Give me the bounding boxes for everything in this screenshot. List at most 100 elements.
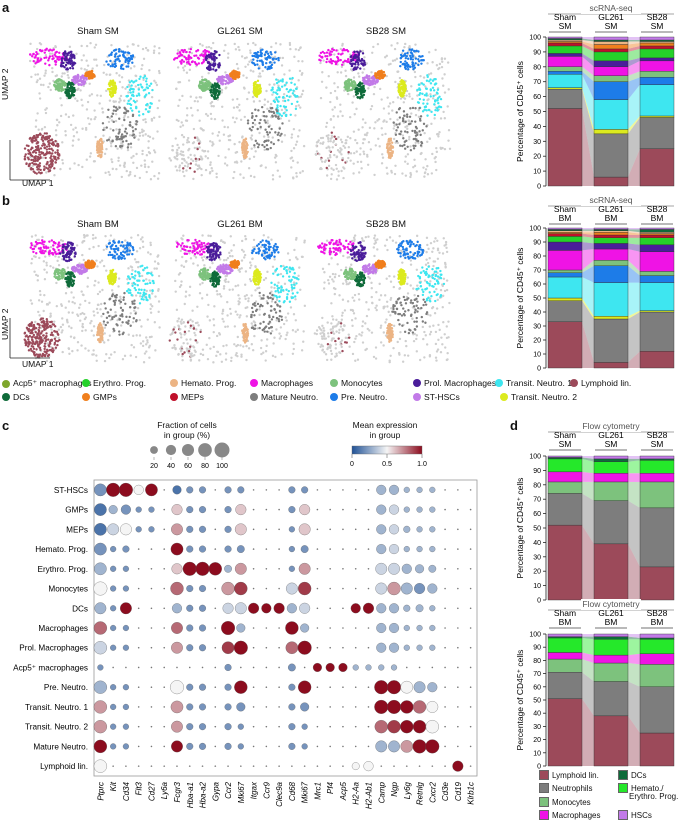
dotplot-dot-14-12 [252,765,255,767]
dotplot-dot-10-12 [252,686,255,688]
dotplot-dot-0-16 [301,486,309,494]
dotplot-dot-14-4 [150,765,153,767]
dotplot-dot-0-6 [172,485,182,495]
d-top-group-label1-1: GL261 [598,430,624,440]
d-top-ytick-label-9: 90 [533,468,541,475]
a-connector-12-1 [628,39,640,42]
dotplot-dot-4-10 [224,564,232,573]
dotplot-dot-0-9 [214,489,217,491]
dotplot-dot-12-13 [265,725,268,728]
dotplot-dot-4-2 [122,565,129,572]
dotplot-dot-9-28 [457,666,459,669]
dotplot-dot-4-4 [150,568,153,570]
b-connector-2-1 [628,310,640,319]
b-ytick-label-10: 100 [529,226,541,233]
dotplot-dot-2-20 [354,528,357,531]
b-connector-1-1 [628,312,640,363]
dotplot-dot-9-4 [150,666,153,669]
dotplot-dot-10-23 [387,680,401,695]
dotplot-dot-1-16 [299,504,311,516]
dotplot-dot-9-7 [188,666,191,669]
a-bar-7-1 [593,60,629,68]
dotplot-dot-5-29 [469,587,472,590]
dotplot-group-label-1: GMPs [65,506,88,515]
d-top-header-text: Flow cytometry [582,421,640,431]
dotplot-dot-13-3 [137,745,140,748]
dotplot-dot-11-18 [329,706,331,708]
a-connector-2-1 [628,115,640,134]
dotplot-dot-9-13 [265,666,268,669]
a-connector-4-0 [582,71,594,100]
cluster-legend-item: Hemato. Prog. [170,378,236,388]
flow-legend-item: Neutrophils [539,783,592,793]
dotplot-dot-1-18 [329,508,331,511]
dotplot-dot-3-13 [265,548,268,550]
b-ylabel: Percentage of CD45⁺ cells [515,248,525,349]
dotplot-dot-2-18 [329,528,331,531]
a-group-label2-2: SM [651,21,664,31]
dotplot-gene-label-18: Pf4 [326,781,335,794]
a-connector-5-0 [582,66,594,82]
dotplot-dot-0-1 [106,482,121,497]
a-connector-6-0 [582,56,594,76]
dotplot-gene-label-4: Cd27 [147,781,156,801]
dotplot-dot-4-12 [252,568,255,570]
dotplot-dot-5-1 [110,585,117,592]
dotplot-gene-label-2: Cd34 [122,781,131,801]
dotplot-dot-11-19 [342,706,344,708]
b-bar-10-1 [593,232,629,236]
d-top-connector-0-0 [582,525,594,600]
dotplot-dot-5-6 [170,581,184,596]
dotplot-dot-8-23 [389,642,400,653]
dotplot-dot-6-17 [316,607,319,610]
dotplot-dot-0-25 [416,486,423,493]
dotplot-dot-5-14 [278,587,280,590]
dotplot-dot-13-1 [110,743,117,750]
dotplot-dot-11-0 [93,700,108,714]
dotplot-dot-2-13 [265,528,268,531]
umap-b-panel-1 [168,234,307,364]
b-bar-5-0 [547,269,583,273]
dotplot-dot-13-21 [367,745,370,748]
b-bar-12-0 [547,229,583,232]
a-bar-9-1 [593,48,629,53]
a-bar-5-1 [593,75,629,82]
dotplot-dot-4-14 [278,568,280,570]
b-connector-6-0 [582,249,594,270]
size-legend-dot-1 [165,444,177,456]
dotplot-dot-6-21 [363,602,374,614]
legend-label: Transit. Neutro. 1 [506,378,573,388]
d-top-ytick-label-4: 40 [533,540,541,547]
dotplot-dot-14-26 [431,765,434,767]
legend-label: Hemato. Prog. [181,378,237,388]
dotplot-dot-12-15 [288,723,296,731]
d-bottom-connector-3-1 [628,653,640,665]
dotplot-dot-9-12 [252,666,255,669]
a-bar-3-1 [593,99,629,130]
dotplot-dot-14-18 [329,765,331,767]
dotplot-dot-10-15 [288,683,296,691]
dotplot-dot-2-0 [94,523,107,536]
b-group-label2-2: BM [651,213,664,223]
umap-title-a2: GL261 SM [217,26,263,37]
dotplot-dot-3-24 [403,546,410,553]
dotplot-dot-7-28 [457,627,459,629]
dotplot-dot-3-16 [300,545,309,553]
dotplot-dot-4-3 [137,568,140,570]
dotplot-dot-7-8 [199,624,207,632]
b-bar-0-0 [547,321,583,369]
dotplot-gene-label-0: Ptprc [96,782,105,801]
legend-label: Transit. Neutro. 2 [511,392,578,402]
legend-dot [250,393,258,401]
legend-label: Macrophages [261,378,314,388]
d-top-bar-0-2 [639,566,675,601]
dotplot-dot-6-10 [222,602,234,614]
dotplot-dot-5-19 [342,587,344,590]
dotplot-dot-4-9 [208,562,222,576]
dotplot-dot-5-17 [316,587,319,590]
dotplot-dot-3-5 [163,548,166,550]
dotplot-dot-11-1 [110,703,117,710]
dotplot-dot-9-15 [288,663,296,672]
dotplot-gene-label-5: Ly6a [160,781,169,799]
dotplot-gene-label-13: Ccr9 [262,781,271,798]
